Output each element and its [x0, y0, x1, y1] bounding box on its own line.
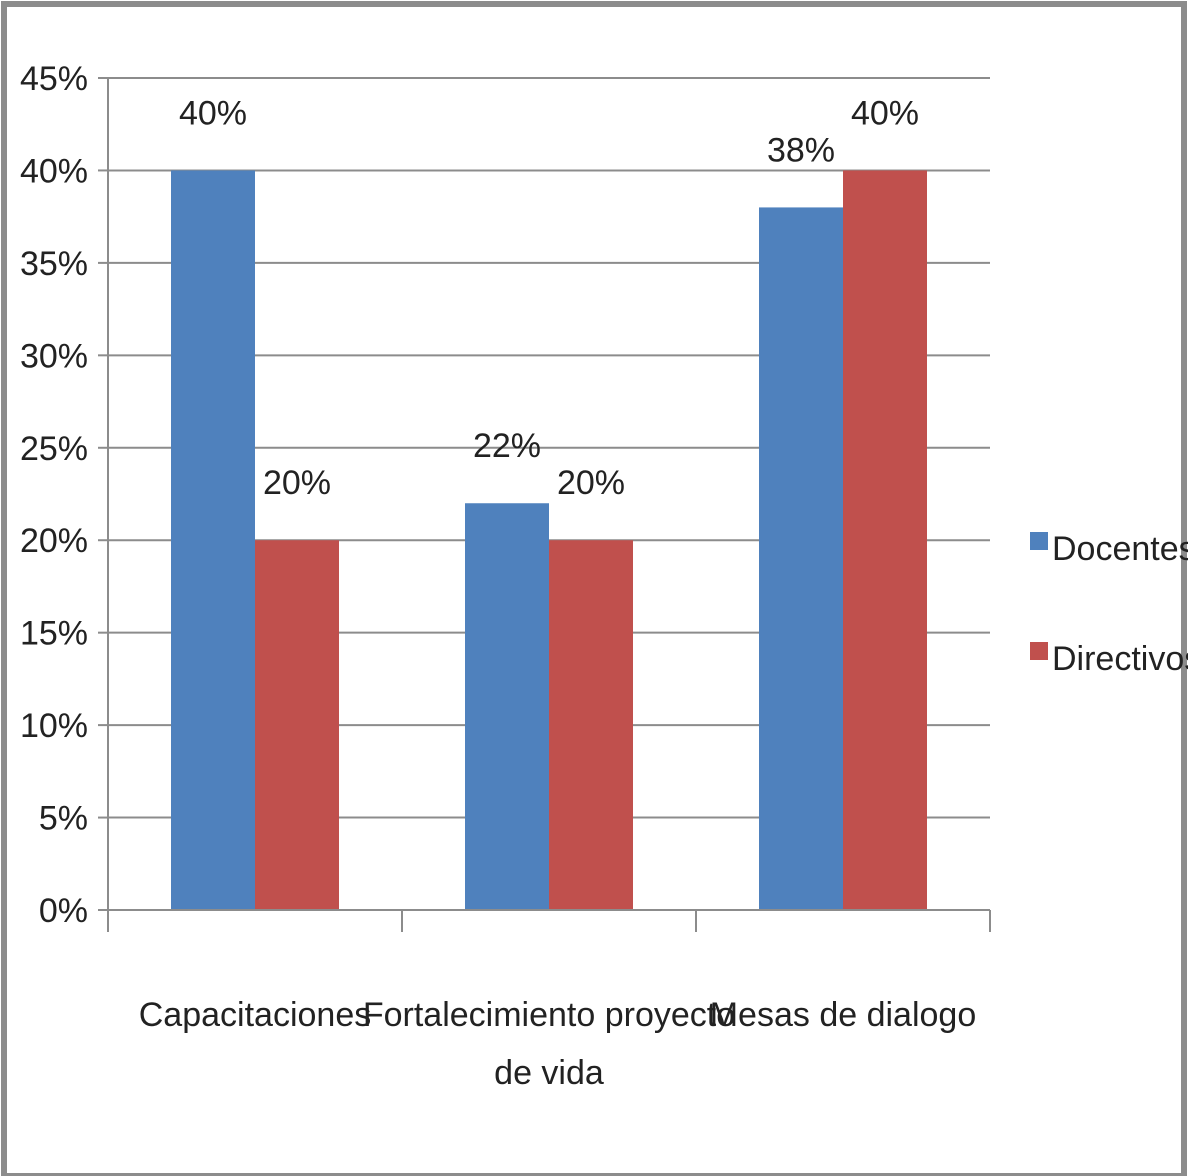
y-tick-label: 5%	[39, 800, 88, 838]
bar-docentes-1	[171, 170, 255, 910]
bar-directivos-3	[843, 170, 927, 910]
legend-label-docentes: Docentes	[1052, 530, 1188, 568]
y-tick-label: 20%	[20, 522, 88, 560]
legend-label-directivos: Directivos	[1052, 640, 1188, 678]
y-axis-ticks: 0% 5% 10% 15% 20% 25% 30% 35% 40% 45%	[20, 60, 108, 930]
legend-swatch-directivos	[1030, 642, 1048, 660]
y-tick-label: 45%	[20, 60, 88, 98]
x-category-label: Capacitaciones	[139, 996, 371, 1034]
y-tick-label: 0%	[39, 892, 88, 930]
data-labels: 40% 20% 22% 20% 38% 40%	[179, 94, 919, 502]
data-label-docentes-1: 40%	[179, 94, 247, 132]
x-category-label: de vida	[494, 1054, 604, 1092]
axes	[107, 78, 991, 932]
data-label-docentes-2: 22%	[473, 427, 541, 465]
y-tick-label: 15%	[20, 615, 88, 653]
bar-directivos-2	[549, 540, 633, 910]
data-label-directivos-1: 20%	[263, 464, 331, 502]
bar-docentes-3	[759, 207, 843, 910]
bar-docentes-2	[465, 503, 549, 910]
bars	[171, 170, 927, 910]
y-tick-label: 10%	[20, 707, 88, 745]
data-label-docentes-3: 38%	[767, 131, 835, 169]
y-tick-label: 25%	[20, 430, 88, 468]
data-label-directivos-3: 40%	[851, 94, 919, 132]
legend: Docentes Directivos	[1030, 530, 1188, 678]
y-tick-label: 30%	[20, 337, 88, 375]
data-label-directivos-2: 20%	[557, 464, 625, 502]
y-tick-label: 40%	[20, 152, 88, 190]
bar-directivos-1	[255, 540, 339, 910]
legend-swatch-docentes	[1030, 532, 1048, 550]
x-category-label: Fortalecimiento proyecto	[363, 996, 735, 1034]
x-category-label: Mesas de dialogo	[710, 996, 977, 1034]
y-tick-label: 35%	[20, 245, 88, 283]
